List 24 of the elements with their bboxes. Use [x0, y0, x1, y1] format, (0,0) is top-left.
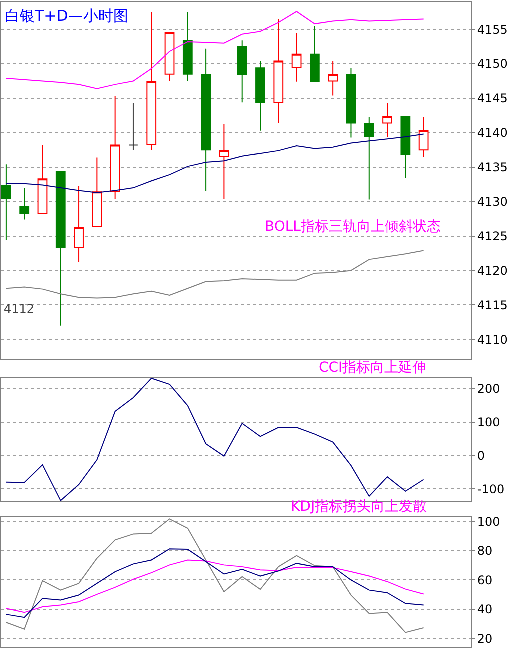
y-tick-label: 4150 [477, 57, 508, 72]
y-tick-label: -100 [477, 482, 505, 496]
y-tick-label: 200 [477, 382, 500, 396]
y-tick-label: 4125 [477, 229, 508, 244]
y-tick-label: 4110 [477, 332, 508, 347]
y-tick-label: 0 [477, 448, 486, 463]
annotation: 4112 [4, 302, 35, 316]
y-tick-label: 4135 [477, 160, 508, 175]
y-tick-label: 100 [477, 415, 500, 430]
annotation: KDJ指标拐头向上发散 [291, 499, 428, 515]
y-tick-label: 4155 [477, 22, 508, 37]
y-tick-label: 4140 [477, 126, 508, 140]
y-tick-label: 4120 [477, 264, 508, 278]
y-tick-label: 4115 [477, 298, 508, 312]
y-tick-label: 20 [477, 632, 493, 646]
chart-title: 白银T+D—小时图 [5, 7, 128, 25]
annotation: BOLL指标三轨向上倾斜状态 [265, 219, 441, 235]
y-tick-label: 4145 [477, 92, 508, 106]
y-tick-label: 4130 [477, 195, 508, 210]
y-tick-label: 40 [477, 602, 493, 617]
text: CCI指标向上延伸 [319, 360, 427, 376]
y-tick-label: 60 [477, 573, 493, 588]
y-tick-label: 100 [477, 514, 500, 529]
y-tick-label: 80 [477, 544, 493, 558]
